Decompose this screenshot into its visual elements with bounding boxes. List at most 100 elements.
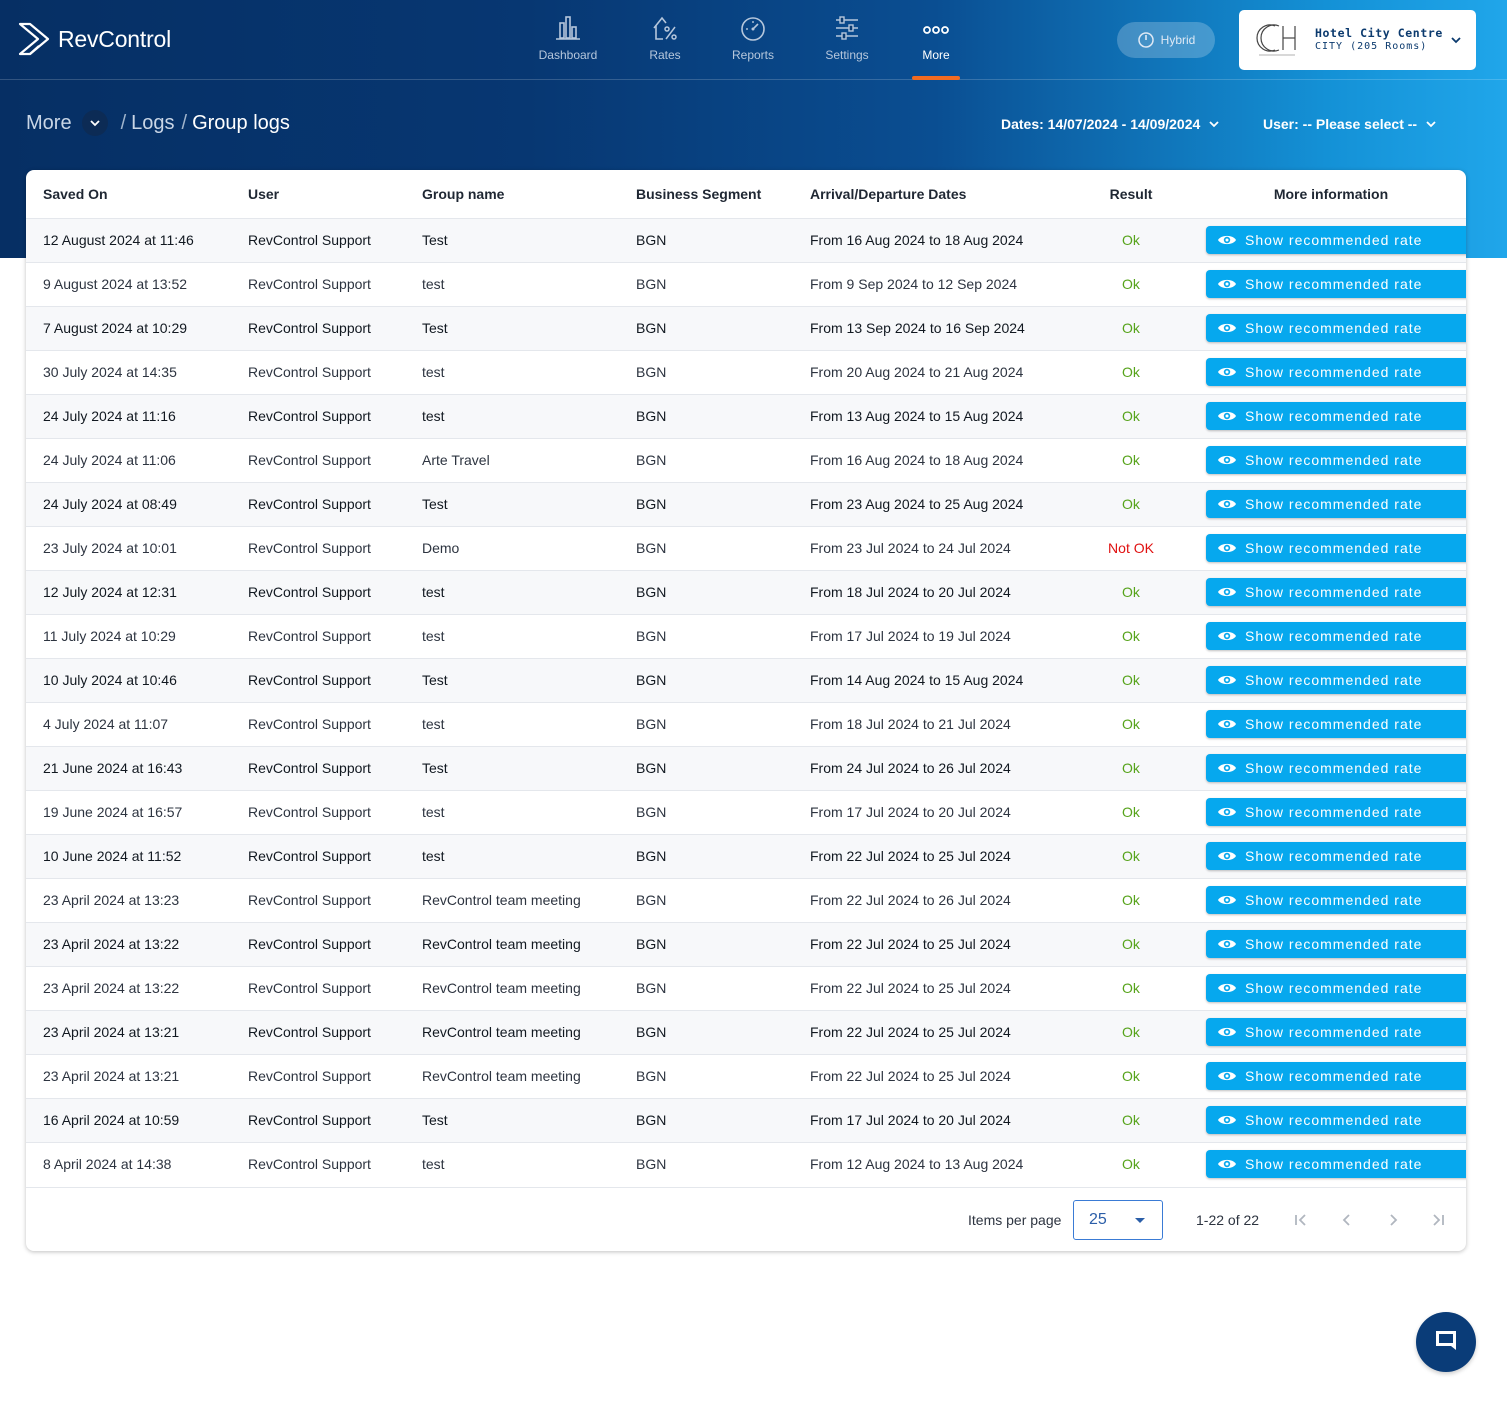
breadcrumb-logs[interactable]: Logs (131, 111, 175, 134)
nav-more-label: More (922, 48, 950, 62)
nav-reports-label: Reports (731, 48, 775, 62)
show-recommended-rate-button[interactable]: Show recommended rate (1206, 1062, 1466, 1090)
more-information-cell: Show recommended rate (1196, 349, 1466, 394)
result-cell: Ok (1066, 657, 1196, 702)
table-row: 8 April 2024 at 14:38 RevControl Support t… (26, 1141, 1466, 1186)
show-recommended-rate-button[interactable]: Show recommended rate (1206, 490, 1466, 518)
table-header-row: Saved On User Group name Business Segmen… (26, 170, 1466, 218)
show-recommended-rate-button[interactable]: Show recommended rate (1206, 1018, 1466, 1046)
result-cell: Ok (1066, 481, 1196, 526)
hotel-selector[interactable]: Hotel City Centre CITY (205 Rooms) (1239, 10, 1476, 70)
result-status: Ok (1122, 496, 1140, 512)
show-recommended-rate-label: Show recommended rate (1245, 364, 1423, 380)
group-logs-table: Saved On User Group name Business Segmen… (26, 170, 1466, 1186)
saved-on-cell: 23 April 2024 at 13:22 (26, 965, 248, 1010)
show-recommended-rate-button[interactable]: Show recommended rate (1206, 270, 1466, 298)
group-name-cell: test (422, 613, 636, 658)
more-information-cell: Show recommended rate (1196, 613, 1466, 658)
col-business-segment: Business Segment (636, 185, 762, 202)
nav-more[interactable]: More (896, 14, 976, 80)
show-recommended-rate-button[interactable]: Show recommended rate (1206, 842, 1466, 870)
show-recommended-rate-button[interactable]: Show recommended rate (1206, 226, 1466, 254)
nav-reports[interactable]: Reports (713, 14, 793, 80)
table-row: 23 April 2024 at 13:21 RevControl Support… (26, 1009, 1466, 1054)
result-status: Ok (1122, 452, 1140, 468)
breadcrumb-dropdown-button[interactable] (81, 110, 108, 136)
show-recommended-rate-button[interactable]: Show recommended rate (1206, 754, 1466, 782)
last-page-button[interactable] (1426, 1208, 1450, 1232)
eye-icon (1218, 895, 1236, 905)
business-segment-cell: BGN (636, 1053, 810, 1098)
show-recommended-rate-button[interactable]: Show recommended rate (1206, 578, 1466, 606)
show-recommended-rate-button[interactable]: Show recommended rate (1206, 1150, 1466, 1179)
page-title: Group logs (192, 111, 290, 134)
show-recommended-rate-label: Show recommended rate (1245, 1024, 1423, 1040)
show-recommended-rate-button[interactable]: Show recommended rate (1206, 710, 1466, 738)
show-recommended-rate-button[interactable]: Show recommended rate (1206, 534, 1466, 562)
group-name-cell: Test (422, 745, 636, 790)
saved-on-cell: 12 July 2024 at 12:31 (26, 569, 248, 614)
result-status: Ok (1122, 320, 1140, 336)
business-segment-cell: BGN (636, 701, 810, 746)
previous-page-button[interactable] (1335, 1208, 1359, 1232)
show-recommended-rate-button[interactable]: Show recommended rate (1206, 666, 1466, 694)
group-name-cell: Test (422, 481, 636, 526)
first-page-button[interactable] (1289, 1208, 1313, 1232)
result-status: Ok (1122, 1156, 1140, 1173)
app-logo[interactable]: RevControl (18, 21, 171, 57)
date-range-filter[interactable]: Dates: 14/07/2024 - 14/09/2024 (1001, 116, 1220, 132)
show-recommended-rate-label: Show recommended rate (1245, 628, 1423, 644)
business-segment-cell: BGN (636, 1009, 810, 1054)
chat-button[interactable] (1416, 1312, 1476, 1372)
hybrid-label: Hybrid (1160, 33, 1196, 47)
saved-on-cell: 24 July 2024 at 11:16 (26, 393, 248, 438)
breadcrumb-separator: / (181, 111, 188, 134)
show-recommended-rate-button[interactable]: Show recommended rate (1206, 314, 1466, 342)
result-cell: Ok (1066, 789, 1196, 834)
user-cell: RevControl Support (248, 1097, 422, 1142)
eye-icon (1218, 1115, 1236, 1125)
result-status: Ok (1122, 804, 1140, 820)
group-name-cell: Test (422, 305, 636, 350)
saved-on-cell: 16 April 2024 at 10:59 (26, 1097, 248, 1142)
nav-settings[interactable]: Settings (807, 14, 887, 80)
result-status: Ok (1122, 892, 1140, 908)
show-recommended-rate-button[interactable]: Show recommended rate (1206, 930, 1466, 958)
nav-dashboard[interactable]: Dashboard (528, 14, 608, 80)
show-recommended-rate-label: Show recommended rate (1245, 716, 1423, 732)
revcontrol-logo-icon (18, 22, 50, 56)
gauge-icon (741, 17, 765, 41)
group-name-cell: test (422, 569, 636, 614)
table-row: 7 August 2024 at 10:29 RevControl Support… (26, 305, 1466, 350)
group-name-cell: Demo (422, 525, 636, 570)
table-row: 10 July 2024 at 10:46 RevControl Support T… (26, 657, 1466, 702)
business-segment-cell: BGN (636, 745, 810, 790)
user-cell: RevControl Support (248, 965, 422, 1010)
arrival-departure-cell: From 22 Jul 2024 to 26 Jul 2024 (810, 877, 1066, 922)
show-recommended-rate-button[interactable]: Show recommended rate (1206, 446, 1466, 474)
table-row: 24 July 2024 at 11:16 RevControl Support t… (26, 393, 1466, 438)
next-page-button[interactable] (1381, 1208, 1405, 1232)
show-recommended-rate-button[interactable]: Show recommended rate (1206, 798, 1466, 826)
nav-rates[interactable]: Rates (625, 14, 705, 80)
hybrid-mode-toggle[interactable]: Hybrid (1117, 22, 1215, 58)
show-recommended-rate-button[interactable]: Show recommended rate (1206, 974, 1466, 1002)
show-recommended-rate-button[interactable]: Show recommended rate (1206, 1106, 1466, 1134)
show-recommended-rate-button[interactable]: Show recommended rate (1206, 358, 1466, 386)
user-cell: RevControl Support (248, 217, 422, 262)
page-size-select[interactable]: 25 (1073, 1200, 1163, 1240)
arrival-departure-cell: From 13 Sep 2024 to 16 Sep 2024 (810, 305, 1066, 350)
user-cell: RevControl Support (248, 1009, 422, 1054)
table-row: 23 April 2024 at 13:23 RevControl Support… (26, 877, 1466, 922)
show-recommended-rate-button[interactable]: Show recommended rate (1206, 402, 1466, 430)
show-recommended-rate-button[interactable]: Show recommended rate (1206, 622, 1466, 650)
user-filter[interactable]: User: -- Please select -- (1263, 116, 1437, 132)
col-result: Result (1109, 185, 1153, 202)
result-status: Not OK (1108, 540, 1154, 556)
breadcrumb-more[interactable]: More (26, 111, 72, 134)
nav-rates-label: Rates (649, 48, 681, 62)
eye-icon (1218, 279, 1236, 289)
show-recommended-rate-label: Show recommended rate (1245, 276, 1423, 292)
show-recommended-rate-button[interactable]: Show recommended rate (1206, 886, 1466, 914)
arrival-departure-cell: From 17 Jul 2024 to 20 Jul 2024 (810, 789, 1066, 834)
